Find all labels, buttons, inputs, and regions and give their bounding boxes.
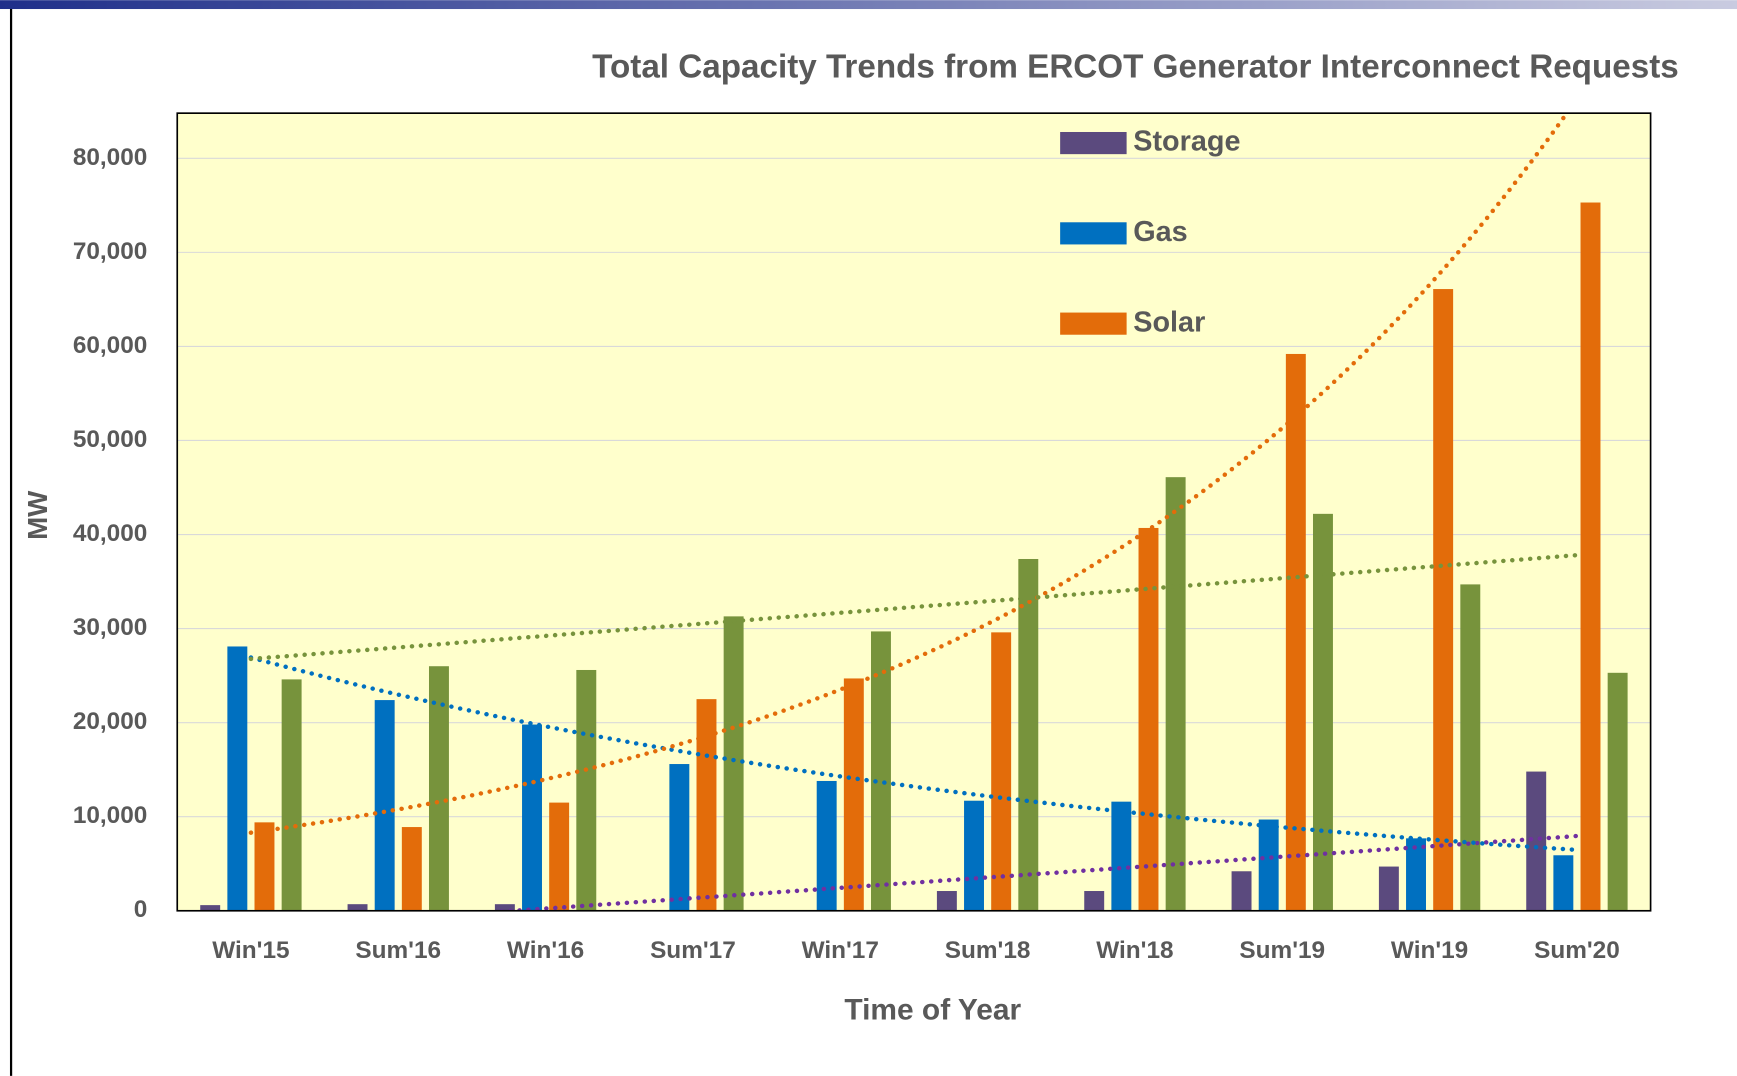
- y-tick-label: 80,000: [73, 144, 148, 171]
- legend-swatch: [1060, 222, 1127, 245]
- bar: [281, 679, 302, 911]
- legend-label: Solar: [1133, 306, 1205, 338]
- bar: [1406, 838, 1426, 911]
- bar: [254, 822, 275, 911]
- x-tick-label: Sum'20: [1534, 937, 1620, 964]
- bar: [1084, 891, 1105, 911]
- plot-border: [176, 112, 1652, 912]
- legend-label: Storage: [1133, 126, 1240, 158]
- x-tick-label: Sum'16: [355, 937, 441, 964]
- bar: [200, 905, 221, 911]
- y-axis-title: MW: [22, 490, 53, 540]
- y-tick-label: 50,000: [73, 426, 148, 453]
- bar: [576, 669, 597, 911]
- y-tick-label: 0: [134, 896, 148, 923]
- bar: [1018, 558, 1039, 911]
- bar: [1285, 353, 1306, 911]
- x-tick-label: Sum'17: [650, 937, 736, 964]
- y-tick-label: 70,000: [73, 238, 148, 265]
- x-tick-label: Win'18: [1096, 937, 1173, 964]
- y-tick-label: 10,000: [73, 802, 148, 829]
- trendline: [248, 552, 1580, 662]
- bar: [1258, 819, 1279, 911]
- bar: [1553, 855, 1574, 911]
- bar: [816, 780, 837, 911]
- y-tick-label: 40,000: [73, 520, 148, 547]
- bar: [936, 891, 957, 911]
- x-tick-label: Win'15: [212, 937, 289, 964]
- bar: [843, 678, 864, 911]
- bar: [1526, 771, 1547, 911]
- legend-swatch: [1060, 131, 1127, 155]
- x-tick-label: Win'16: [507, 937, 584, 964]
- x-tick-label: Sum'18: [945, 937, 1031, 964]
- bar: [723, 616, 744, 911]
- bar: [428, 666, 449, 911]
- y-tick-label: 30,000: [73, 614, 148, 641]
- bar: [870, 631, 891, 911]
- chart-title: Total Capacity Trends from ERCOT Generat…: [592, 49, 1679, 86]
- x-tick-label: Win'17: [802, 937, 879, 964]
- x-tick-label: Win'19: [1391, 937, 1468, 964]
- bar: [549, 802, 570, 911]
- bar: [964, 800, 984, 911]
- bar: [1580, 202, 1601, 911]
- y-tick-label: 60,000: [73, 332, 148, 359]
- bar: [522, 724, 542, 911]
- bar: [1165, 477, 1186, 911]
- bar: [347, 904, 368, 911]
- bar: [1138, 527, 1159, 911]
- trendline: [248, 655, 1580, 853]
- x-axis-title: Time of Year: [844, 993, 1021, 1026]
- plot-area: [177, 113, 1651, 911]
- bar: [1231, 871, 1252, 911]
- bar: [1460, 584, 1481, 911]
- y-tick-label: 20,000: [73, 708, 148, 735]
- legend-swatch: [1060, 312, 1127, 335]
- bar: [494, 904, 515, 911]
- bar: [1433, 289, 1454, 911]
- legend-label: Gas: [1133, 216, 1187, 248]
- bar: [1312, 513, 1333, 911]
- x-tick-label: Sum'19: [1239, 937, 1325, 964]
- bar: [1378, 866, 1399, 911]
- bar: [696, 699, 717, 911]
- bar: [669, 764, 690, 911]
- bar: [374, 700, 395, 911]
- top-bar: [0, 0, 1737, 10]
- bar: [1607, 672, 1628, 911]
- bar: [401, 827, 422, 911]
- bar: [227, 646, 248, 911]
- trendlines: [248, 113, 1580, 911]
- bar: [991, 632, 1012, 911]
- trendline: [482, 833, 1580, 911]
- bar: [1111, 801, 1132, 911]
- trendline: [248, 113, 1570, 835]
